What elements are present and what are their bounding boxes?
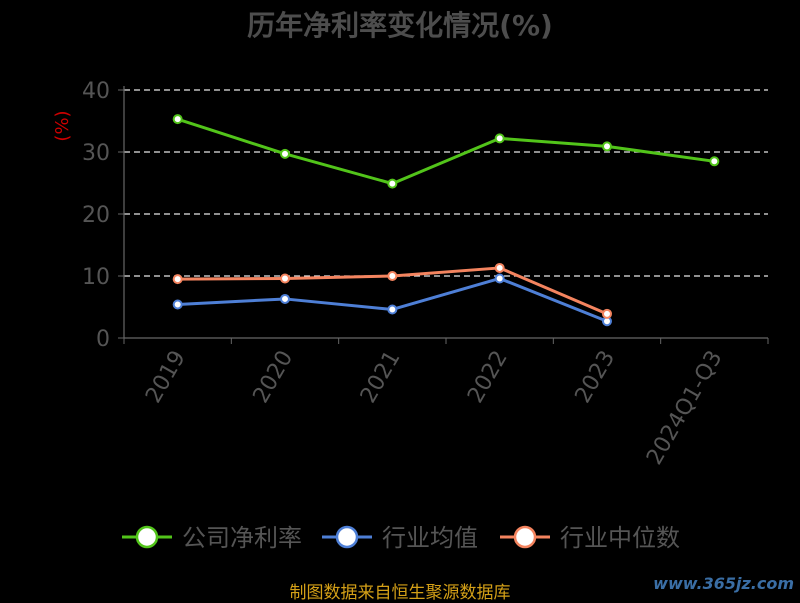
data-point: [172, 274, 183, 285]
data-point: [387, 304, 398, 315]
data-point: [602, 141, 612, 152]
data-point: [280, 293, 290, 304]
y-tick-label: 10: [82, 265, 110, 290]
data-point: [280, 273, 290, 284]
legend-item-label: 行业中位数: [560, 524, 680, 552]
legend-swatch-marker: [335, 525, 359, 549]
data-source-note: 制图数据来自恒生聚源数据库: [289, 583, 511, 603]
y-axis-label: (%): [52, 110, 73, 141]
y-tick-label: 40: [82, 79, 110, 104]
legend-item-label: 公司净利率: [182, 524, 302, 552]
watermark: www.365jz.com: [653, 574, 794, 593]
y-tick-label: 20: [82, 203, 110, 228]
legend-swatch-marker: [513, 525, 537, 549]
data-point: [494, 273, 505, 284]
data-point: [494, 133, 505, 144]
y-tick-label: 0: [96, 327, 110, 352]
x-tick-label: 2021: [356, 347, 406, 408]
chart-title: 历年净利率变化情况(%): [247, 9, 553, 42]
legend-item-label: 行业均值: [382, 524, 478, 552]
data-point: [709, 156, 720, 167]
x-tick-label: 2019: [141, 347, 191, 408]
data-point: [602, 308, 612, 319]
legend-swatch-marker: [135, 525, 159, 549]
data-point: [172, 114, 183, 125]
x-tick-label: 2022: [463, 346, 513, 407]
y-tick-label: 30: [82, 141, 110, 166]
data-point: [387, 178, 398, 189]
data-point: [387, 271, 398, 281]
data-point: [280, 148, 290, 159]
series-line-0: [177, 117, 715, 186]
x-tick-label: 2024Q1-Q3: [642, 347, 727, 470]
x-tick-label: 2020: [249, 347, 299, 408]
data-point: [494, 262, 505, 273]
x-tick-label: 2023: [571, 347, 621, 408]
data-point: [172, 299, 183, 310]
